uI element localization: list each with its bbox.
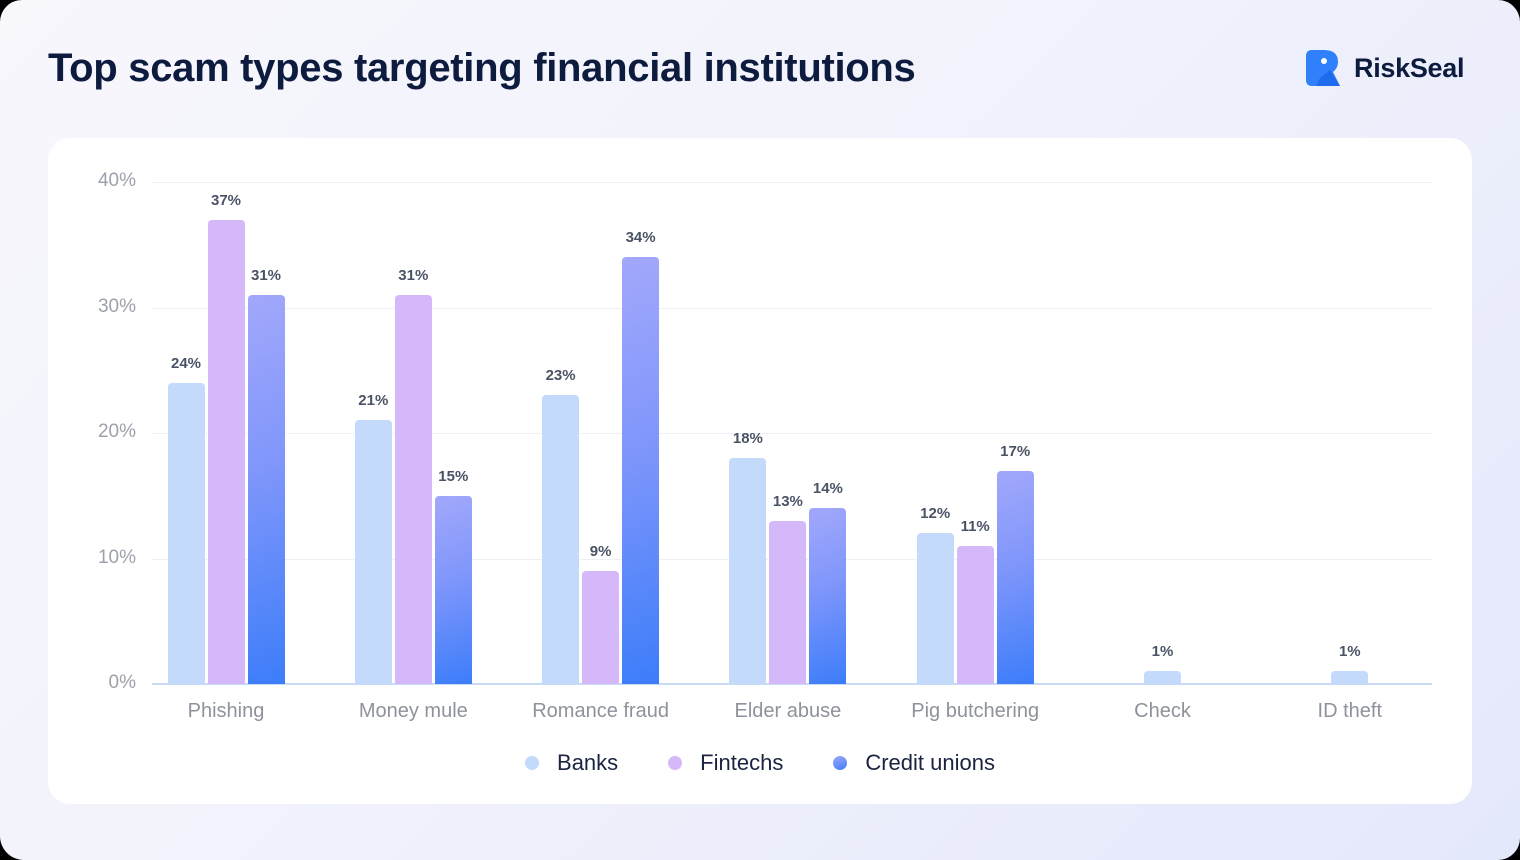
legend-item-banks[interactable]: Banks (525, 750, 618, 776)
value-label: 13% (772, 492, 803, 510)
y-axis-tick-label: 0% (108, 672, 136, 693)
bar-cu[interactable] (622, 257, 660, 684)
value-label: 17% (1000, 442, 1031, 460)
chart-card: 0% 10% 20% 30% 40% 24% 37% 31% Phishing 21% 31% 15%… (48, 138, 1472, 804)
bar-fintechs[interactable] (207, 219, 245, 684)
value-label: 34% (625, 229, 656, 247)
value-label: 9% (589, 543, 612, 561)
value-label: 23% (545, 367, 576, 385)
bar-fintechs[interactable] (769, 520, 807, 684)
gridline (152, 182, 1432, 183)
x-axis-category-label: Money mule (358, 700, 468, 722)
bar-fintechs[interactable] (582, 571, 620, 684)
bar-banks[interactable] (1331, 671, 1369, 684)
value-label: 31% (398, 266, 429, 284)
value-label: 11% (960, 517, 990, 535)
bar-banks[interactable] (1144, 671, 1181, 684)
legend-dot-icon (525, 756, 540, 770)
value-label: 21% (358, 392, 389, 410)
bar-cu[interactable] (247, 294, 285, 684)
value-label: 15% (438, 467, 469, 485)
value-label: 14% (812, 480, 843, 498)
x-axis-category-label: Phishing (187, 700, 265, 722)
bar-fintechs[interactable] (394, 294, 432, 684)
y-axis-tick-label: 20% (97, 421, 136, 442)
y-axis-tick-label: 30% (97, 295, 136, 317)
x-axis-category-label: ID theft (1317, 700, 1383, 722)
bar-cu[interactable] (996, 470, 1034, 684)
x-axis-category-label: Check (1134, 700, 1191, 722)
value-label: 1% (1151, 643, 1174, 661)
chart-legend: Banks Fintechs Credit unions (48, 750, 1472, 776)
value-label: 31% (250, 266, 282, 284)
bar-banks[interactable] (354, 420, 392, 684)
x-axis-line (152, 683, 1432, 685)
gridline (152, 433, 1432, 434)
legend-dot-icon (833, 756, 848, 770)
x-axis-category-label: Elder abuse (734, 700, 842, 722)
bar-banks[interactable] (729, 458, 767, 684)
value-label: 1% (1338, 643, 1361, 661)
bar-banks[interactable] (542, 395, 580, 684)
legend-item-fintechs[interactable]: Fintechs (668, 750, 783, 776)
y-axis-tick-label: 10% (97, 546, 136, 568)
bar-banks[interactable] (916, 533, 954, 684)
legend-item-cu[interactable]: Credit unions (833, 750, 995, 776)
x-axis-category-label: Pig butchering (911, 700, 1040, 722)
page-title: Top scam types targeting financial insti… (48, 46, 916, 90)
legend-label: Banks (557, 750, 619, 775)
value-label: 24% (170, 354, 202, 372)
value-label: 18% (732, 430, 763, 448)
legend-label: Fintechs (700, 750, 784, 775)
seal-logo-icon (1302, 48, 1342, 88)
brand-name: RiskSeal (1354, 52, 1465, 83)
x-axis-category-label: Romance fraud (532, 700, 669, 722)
gridline (152, 307, 1432, 309)
bar-banks[interactable] (167, 382, 205, 684)
y-axis-tick-label: 40% (97, 170, 136, 191)
brand-logo: RiskSeal (1302, 48, 1464, 88)
value-label: 37% (210, 191, 242, 209)
legend-dot-icon (668, 756, 683, 770)
bar-chart: 0% 10% 20% 30% 40% 24% 37% 31% Phishing 21% 31% 15%… (48, 138, 1472, 804)
legend-label: Credit unions (865, 750, 995, 775)
bar-cu[interactable] (434, 495, 472, 684)
value-label: 12% (920, 505, 951, 523)
bar-cu[interactable] (809, 508, 847, 684)
bar-fintechs[interactable] (956, 545, 994, 684)
